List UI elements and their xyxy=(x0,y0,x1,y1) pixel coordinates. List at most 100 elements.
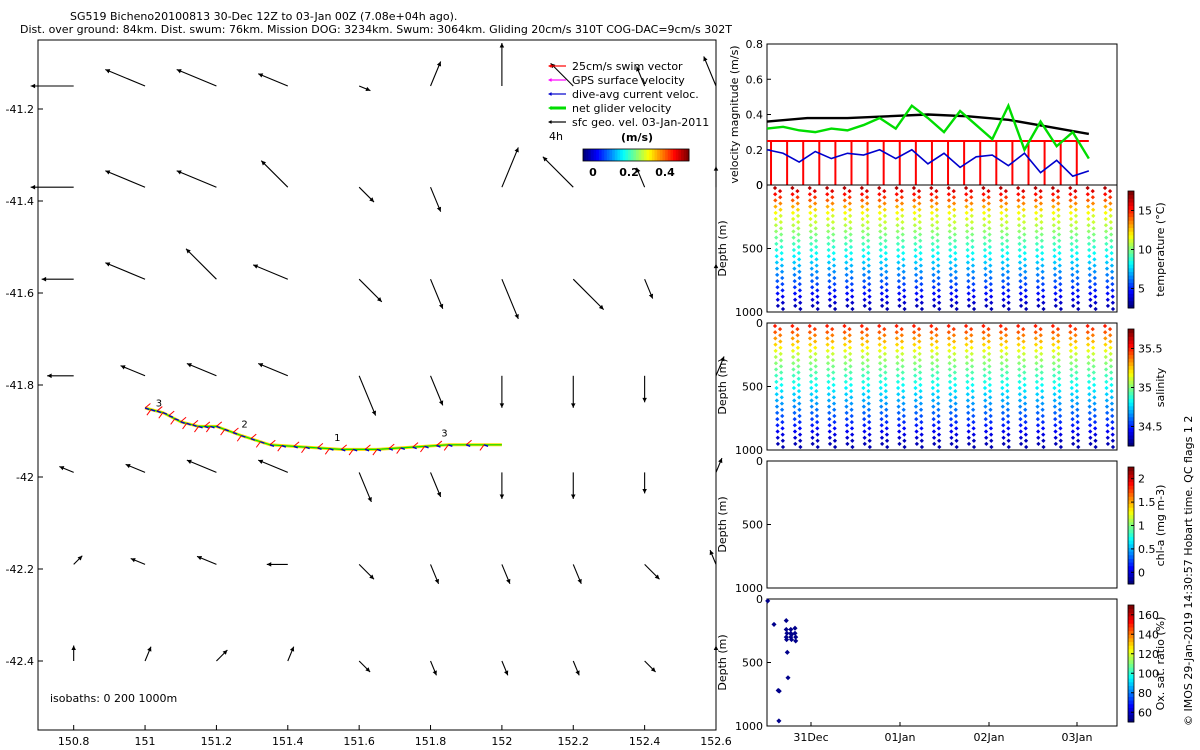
dac-vector xyxy=(376,448,382,452)
salinity-sample-point xyxy=(791,367,796,372)
salinity-sample-point xyxy=(877,330,882,335)
temperature-sample-point xyxy=(1004,238,1010,243)
isobaths-label: isobaths: 0 200 1000m xyxy=(50,692,177,705)
temperature-sample-point xyxy=(966,272,971,277)
temperature-sample-point xyxy=(952,207,957,212)
geo-velocity-arrowhead xyxy=(499,403,505,408)
geo-velocity-arrowhead xyxy=(365,86,371,92)
geo-velocity-arrowhead xyxy=(105,69,111,74)
temperature-sample-point xyxy=(1085,198,1091,203)
temperature-sample-point xyxy=(867,294,872,299)
salinity-sample-point xyxy=(1075,420,1080,425)
salinity-sample-point xyxy=(830,364,836,369)
salinity-sample-point xyxy=(1069,379,1074,384)
salinity-sample-point xyxy=(774,379,779,384)
temperature-sample-point xyxy=(850,300,855,305)
salinity-sample-point xyxy=(849,407,854,412)
salinity-sample-point xyxy=(1107,326,1113,332)
temperature-sample-point xyxy=(796,232,801,237)
temperature-sample-point xyxy=(1073,220,1079,225)
temperature-sample-point xyxy=(832,294,837,299)
temperature-sample-point xyxy=(1006,306,1011,312)
chl-a-y-tick-label: 1000 xyxy=(735,582,763,595)
temperature-sample-point xyxy=(842,198,847,203)
oxygen-colorbar-segment xyxy=(1128,648,1134,654)
salinity-sample-point xyxy=(1018,423,1023,428)
swim-vector xyxy=(168,410,175,417)
salinity-sample-point xyxy=(1085,342,1091,347)
temperature-sample-point xyxy=(825,204,830,209)
salinity-sample-point xyxy=(1016,348,1021,353)
temperature-sample-point xyxy=(987,232,992,237)
salinity-sample-point xyxy=(1004,339,1009,344)
track-day-label: 3 xyxy=(441,429,447,440)
temperature-sample-point xyxy=(1001,297,1006,302)
colorbar-segment xyxy=(673,149,677,161)
colorbar-segment xyxy=(651,149,656,161)
temperature-sample-point xyxy=(1070,272,1075,277)
geo-velocity-arrowhead xyxy=(261,160,267,166)
temperature-sample-point xyxy=(1017,247,1022,253)
temperature-sample-point xyxy=(1038,201,1044,206)
temperature-sample-point xyxy=(987,244,993,250)
salinity-colorbar-segment xyxy=(1128,365,1134,370)
temperature-sample-point xyxy=(952,213,957,219)
salinity-sample-point xyxy=(1109,376,1114,381)
salinity-y-tick-label: 0 xyxy=(756,317,763,330)
salinity-sample-point xyxy=(1058,420,1063,425)
salinity-sample-point xyxy=(917,351,922,357)
colorbar-segment xyxy=(638,149,642,161)
temperature-sample-point xyxy=(815,300,820,305)
dac-vector xyxy=(162,411,168,415)
temperature-sample-point xyxy=(1034,216,1039,222)
temperature-sample-point xyxy=(1040,282,1046,287)
salinity-sample-point xyxy=(884,420,889,425)
temperature-sample-point xyxy=(795,201,800,206)
colorbar-segment xyxy=(630,149,634,161)
swim-vector xyxy=(146,409,152,416)
salinity-sample-point xyxy=(948,398,953,403)
salinity-sample-point xyxy=(1056,351,1061,357)
temperature-sample-point xyxy=(884,294,890,299)
temperature-sample-point xyxy=(1074,238,1079,243)
salinity-sample-point xyxy=(982,361,987,366)
salinity-sample-point xyxy=(1103,367,1109,372)
temperature-sample-point xyxy=(1038,207,1044,212)
temperature-sample-point xyxy=(913,272,919,277)
salinity-sample-point xyxy=(849,395,854,400)
salinity-sample-point xyxy=(1105,410,1110,415)
oxygen-colorbar-segment xyxy=(1128,685,1134,690)
temperature-sample-point xyxy=(843,247,849,253)
temperature-sample-point xyxy=(780,275,785,281)
salinity-sample-point xyxy=(1087,410,1092,415)
salinity-sample-point xyxy=(986,351,992,357)
chl-a-colorbar-segment xyxy=(1128,514,1134,519)
temperature-sample-point xyxy=(792,285,797,290)
temperature-sample-point xyxy=(899,207,905,212)
temperature-sample-point xyxy=(1035,272,1040,277)
salinity-sample-point xyxy=(964,361,970,366)
chl-a-colorbar-segment xyxy=(1128,470,1134,475)
salinity-sample-point xyxy=(937,444,942,450)
salinity-colorbar-segment xyxy=(1128,405,1134,410)
salinity-sample-point xyxy=(1075,432,1081,437)
temperature-sample-point xyxy=(901,263,906,268)
salinity-sample-point xyxy=(826,367,831,372)
swim-vector xyxy=(192,419,199,426)
geo-velocity-arrowhead xyxy=(432,670,437,676)
geo-velocity-arrowhead xyxy=(709,550,714,556)
salinity-sample-point xyxy=(936,420,941,425)
temperature-sample-point xyxy=(815,294,820,299)
temperature-sample-point xyxy=(1057,238,1062,243)
dac-vector xyxy=(483,444,489,447)
salinity-sample-point xyxy=(866,395,871,400)
colorbar-segment xyxy=(622,149,626,161)
temperature-sample-point xyxy=(1104,247,1109,253)
temperature-sample-point xyxy=(866,238,871,243)
salinity-sample-point xyxy=(971,438,977,443)
temperature-sample-point xyxy=(1039,226,1044,231)
salinity-sample-point xyxy=(1088,441,1093,447)
salinity-sample-point xyxy=(1038,326,1043,332)
salinity-sample-point xyxy=(866,407,872,412)
salinity-sample-point xyxy=(966,410,971,415)
